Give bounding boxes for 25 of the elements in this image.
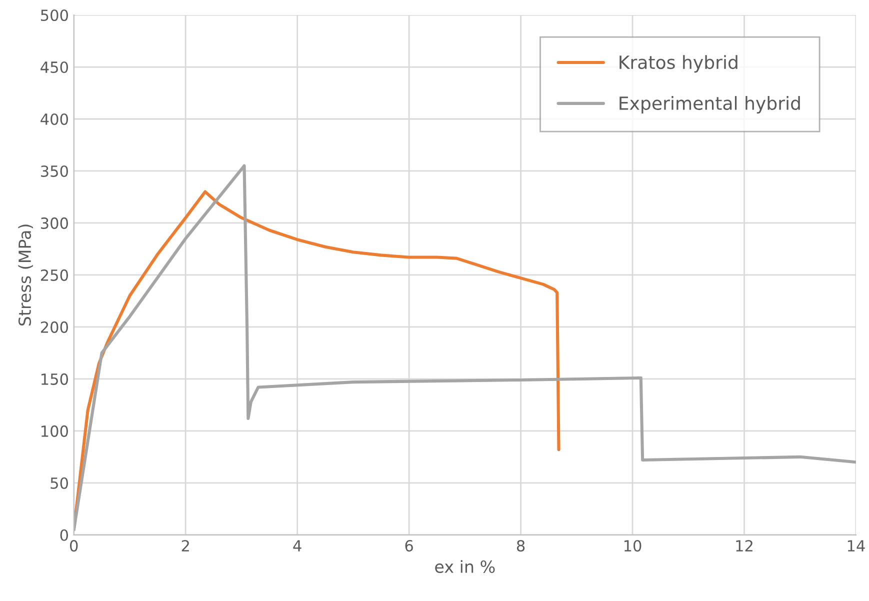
- x-tick-label: 4: [293, 540, 302, 552]
- y-tick-label: 400: [40, 113, 68, 126]
- x-tick-label: 12: [736, 540, 752, 552]
- legend-label: Kratos hybrid: [620, 55, 738, 73]
- y-tick-label: 50: [50, 477, 68, 489]
- y-tick-label: 200: [40, 321, 68, 333]
- y-tick-label: 150: [42, 373, 68, 385]
- x-axis-title: ex in %: [435, 560, 495, 573]
- y-tick-label: 100: [42, 425, 68, 437]
- y-tick-label: 450: [40, 61, 68, 74]
- x-tick-label: 8: [516, 540, 525, 552]
- y-tick-label: 500: [41, 9, 68, 22]
- x-tick-label: 14: [848, 540, 865, 552]
- line-series: [74, 190, 560, 532]
- legend-label: Experimental hybrid: [620, 96, 800, 114]
- y-tick-label: 250: [40, 269, 68, 281]
- x-tick-label: 10: [624, 540, 642, 552]
- y-tick-label: 350: [41, 165, 68, 178]
- y-axis-title: Stress (MPa): [18, 224, 34, 326]
- x-tick-label: 0: [70, 540, 78, 552]
- line-series: [74, 164, 856, 532]
- y-tick-label: 300: [41, 217, 68, 229]
- y-tick-label: 0: [60, 529, 68, 541]
- x-tick-label: 2: [182, 540, 189, 552]
- x-tick-label: 6: [405, 540, 413, 552]
